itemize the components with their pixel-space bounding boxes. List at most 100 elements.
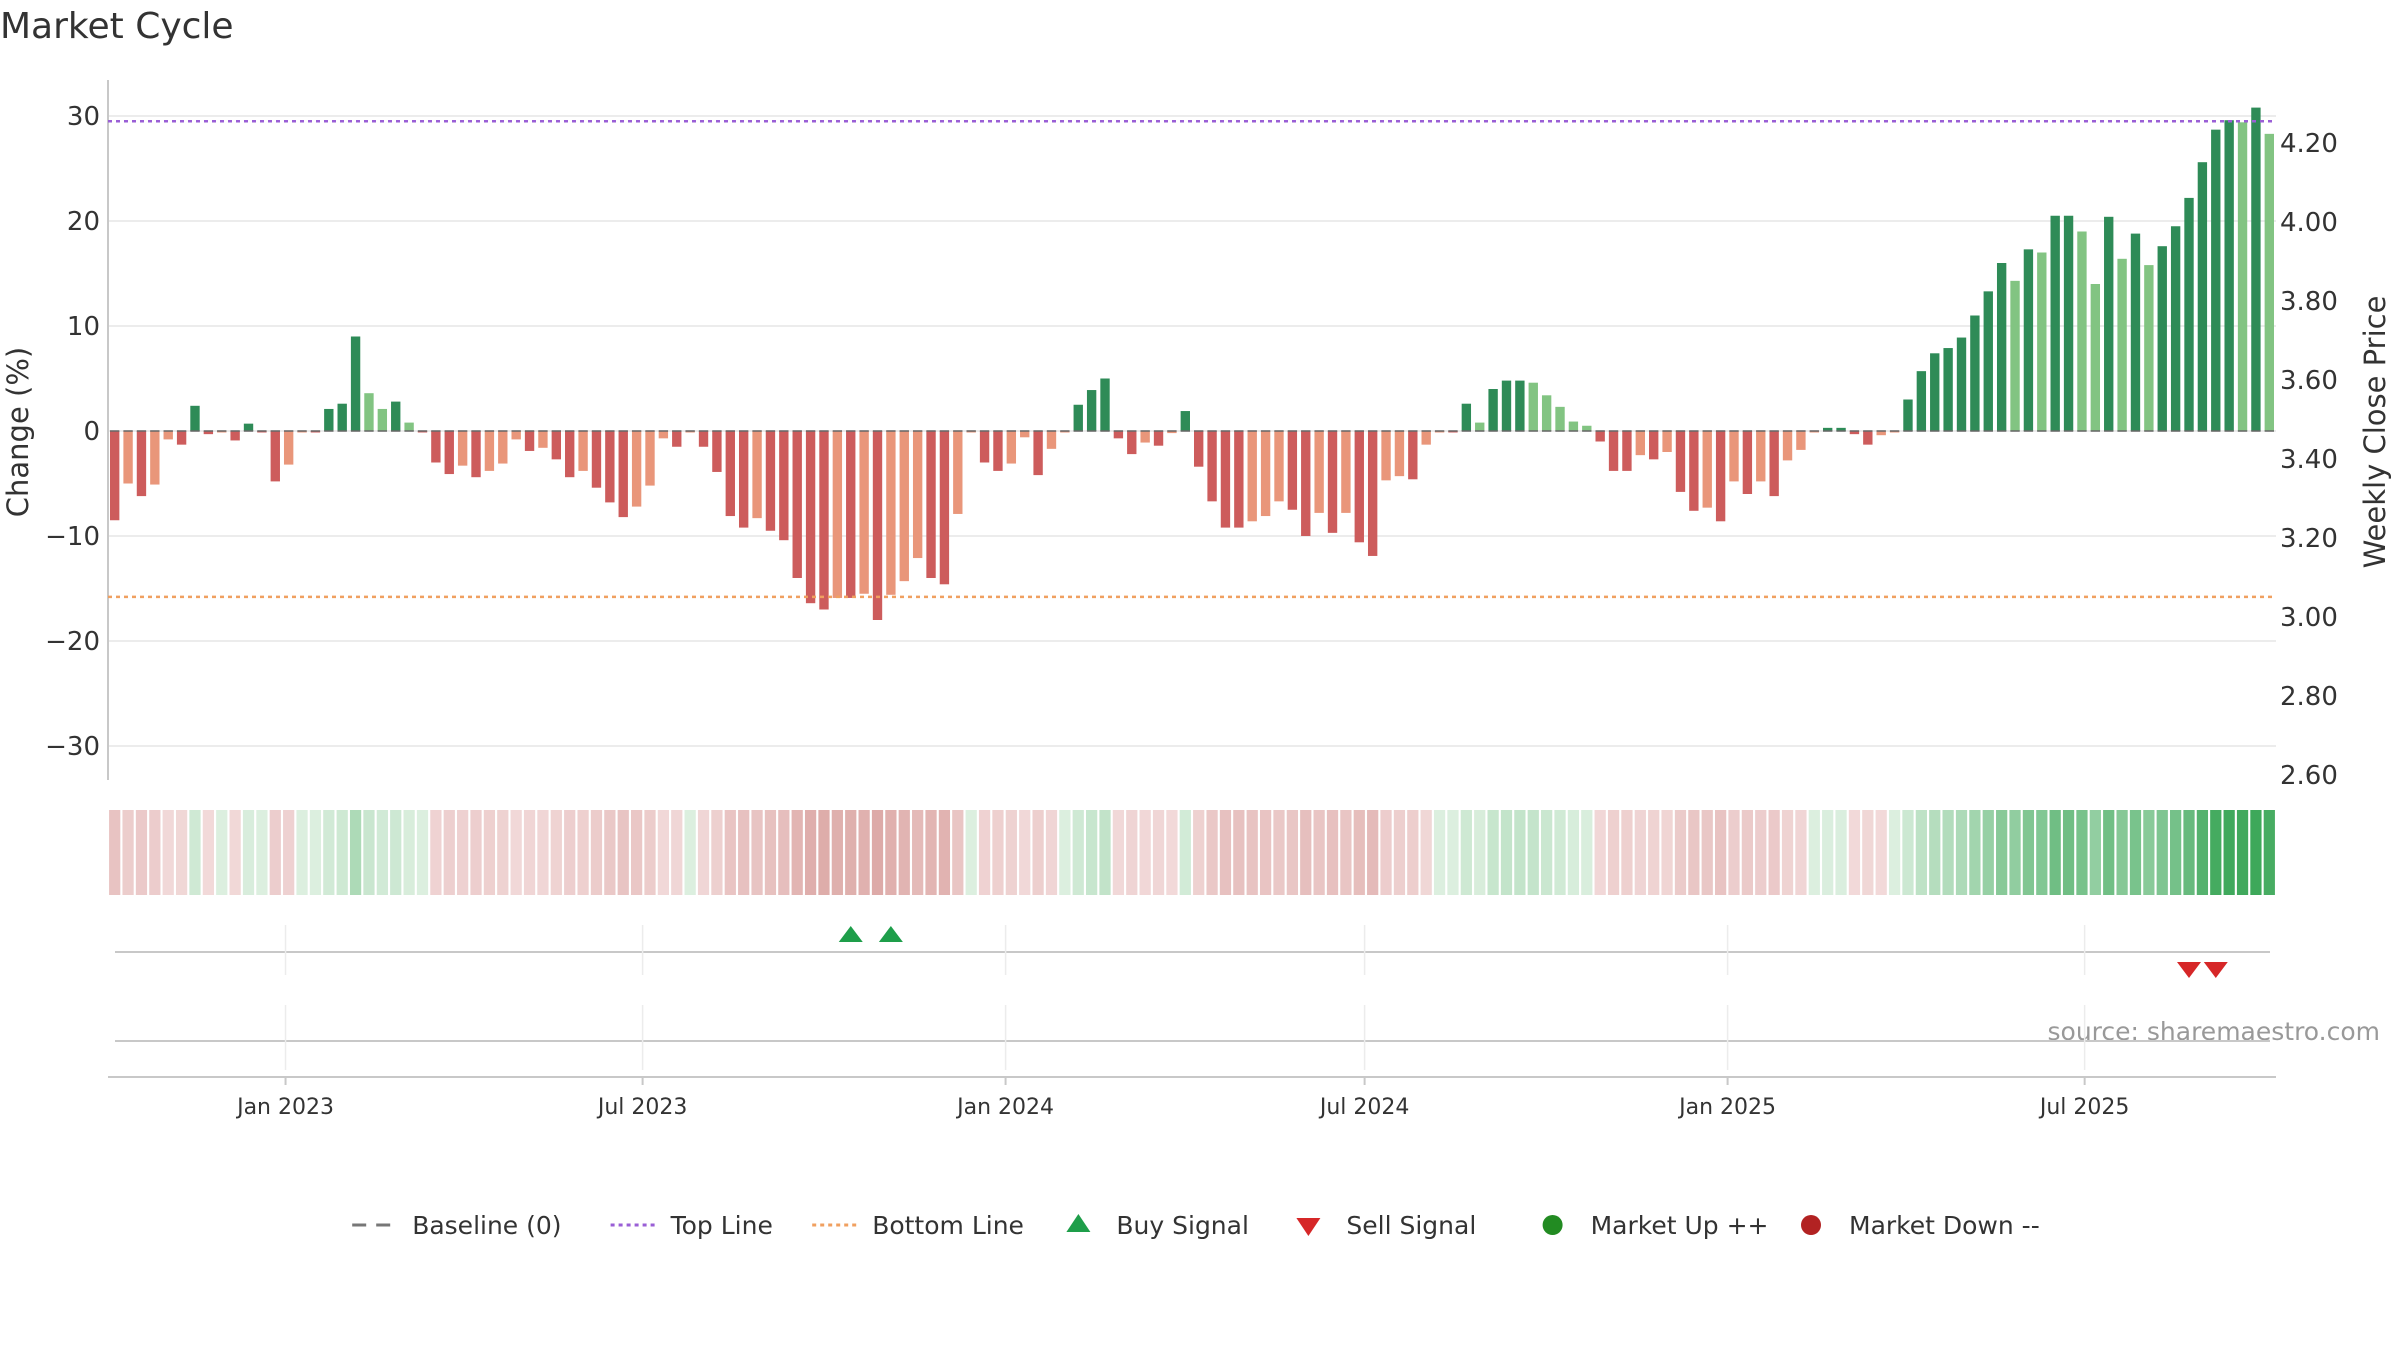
change-bar <box>1421 431 1431 445</box>
heat-cell <box>965 810 977 895</box>
y2-tick-label: 4.20 <box>2280 129 2338 159</box>
heat-cell <box>162 810 174 895</box>
change-bar <box>1769 431 1779 497</box>
change-bar <box>136 431 147 497</box>
y2-tick-label: 3.00 <box>2280 603 2338 633</box>
legend-symbol-circle <box>1801 1215 1821 1235</box>
change-bar <box>1983 291 1993 431</box>
heat-cell <box>242 810 255 895</box>
heat-cell <box>1005 810 1017 895</box>
heat-cell <box>1433 810 1446 895</box>
heat-cell <box>898 810 910 895</box>
heat-cell <box>671 810 683 895</box>
y-tick-label: 20 <box>67 207 100 237</box>
heat-cell <box>1929 810 1941 895</box>
y-tick-label: 10 <box>67 312 100 342</box>
change-bar <box>2050 215 2060 431</box>
legend-symbol-circle <box>1542 1215 1563 1235</box>
y-tick-label: −20 <box>45 627 100 657</box>
heat-cell <box>1179 810 1191 895</box>
heat-cell <box>1273 810 1285 895</box>
heat-cell <box>657 810 670 895</box>
heat-cell <box>711 810 723 895</box>
change-bar <box>1796 431 1806 450</box>
change-bar <box>350 336 361 431</box>
heat-cell <box>363 810 375 895</box>
heat-cell <box>1822 810 1834 895</box>
change-bar <box>243 423 254 431</box>
heat-cell <box>1661 810 1673 895</box>
change-bar <box>605 431 615 503</box>
y2-tick-label: 3.60 <box>2280 366 2338 396</box>
heat-cell <box>604 810 616 895</box>
change-bar <box>337 403 347 431</box>
heat-cell <box>764 810 777 895</box>
heat-cell <box>1781 810 1794 895</box>
legend-label: Baseline (0) <box>412 1211 561 1240</box>
change-bar <box>645 431 655 486</box>
change-bar <box>591 431 602 488</box>
change-bar <box>1113 431 1124 439</box>
heat-cell <box>349 810 362 895</box>
change-bar <box>725 431 735 517</box>
change-bar <box>364 393 374 431</box>
heat-cell <box>925 810 937 895</box>
change-bar <box>672 431 682 447</box>
change-bar <box>2104 216 2114 431</box>
change-bar <box>1086 390 1097 431</box>
change-bar <box>899 431 909 582</box>
heat-cell <box>216 810 228 895</box>
change-bar <box>1956 337 1967 431</box>
change-bar <box>792 431 802 578</box>
reference-lines <box>108 120 2276 599</box>
heat-cell <box>1969 810 1981 895</box>
heat-cell <box>1353 810 1365 895</box>
heat-cell <box>804 810 817 895</box>
heat-cell <box>149 810 161 895</box>
change-bar <box>1488 389 1498 431</box>
change-bar <box>230 431 240 441</box>
heat-cell <box>831 810 843 895</box>
change-bar <box>979 431 990 463</box>
heat-cell <box>1621 810 1633 895</box>
change-bar <box>190 405 200 431</box>
change-bar <box>1073 404 1083 431</box>
legend-label: Market Down -- <box>1849 1211 2040 1240</box>
change-bar <box>2197 162 2208 431</box>
legend-symbol-buy <box>1066 1214 1091 1232</box>
change-bar <box>471 431 481 478</box>
change-bar <box>832 431 843 598</box>
heat-cell <box>2210 810 2222 895</box>
change-bar <box>1461 403 1472 431</box>
heat-cell <box>2156 810 2168 895</box>
y2-tick-label: 2.80 <box>2280 682 2338 712</box>
heat-cell <box>885 810 897 895</box>
legend-label: Buy Signal <box>1116 1211 1249 1240</box>
heat-cell <box>1902 810 1914 895</box>
heat-cell <box>1380 810 1392 895</box>
change-bar <box>1167 431 1177 434</box>
heat-cell <box>229 810 241 895</box>
heat-cell <box>644 810 656 895</box>
heat-cell <box>1059 810 1071 895</box>
x-tick-label: Jul 2025 <box>2038 1095 2130 1120</box>
change-bar <box>2023 249 2034 431</box>
x-tick-label: Jan 2024 <box>955 1095 1054 1120</box>
change-bar <box>1247 431 1257 522</box>
change-bar <box>1876 431 1886 436</box>
change-bar <box>2170 226 2181 431</box>
change-bar <box>993 431 1003 471</box>
change-bar <box>1649 431 1659 460</box>
heat-cell <box>135 810 148 895</box>
change-bar <box>1608 431 1619 471</box>
change-bar <box>926 431 936 578</box>
change-bar <box>2090 284 2101 431</box>
legend: Baseline (0) Top Line Bottom Line Buy Signa… <box>352 1211 2040 1240</box>
heat-cell <box>202 810 214 895</box>
change-bar <box>1689 431 1699 511</box>
heat-cell <box>510 810 522 895</box>
change-bar <box>203 431 214 435</box>
heat-cell <box>577 810 589 895</box>
change-bar <box>1996 263 2007 431</box>
